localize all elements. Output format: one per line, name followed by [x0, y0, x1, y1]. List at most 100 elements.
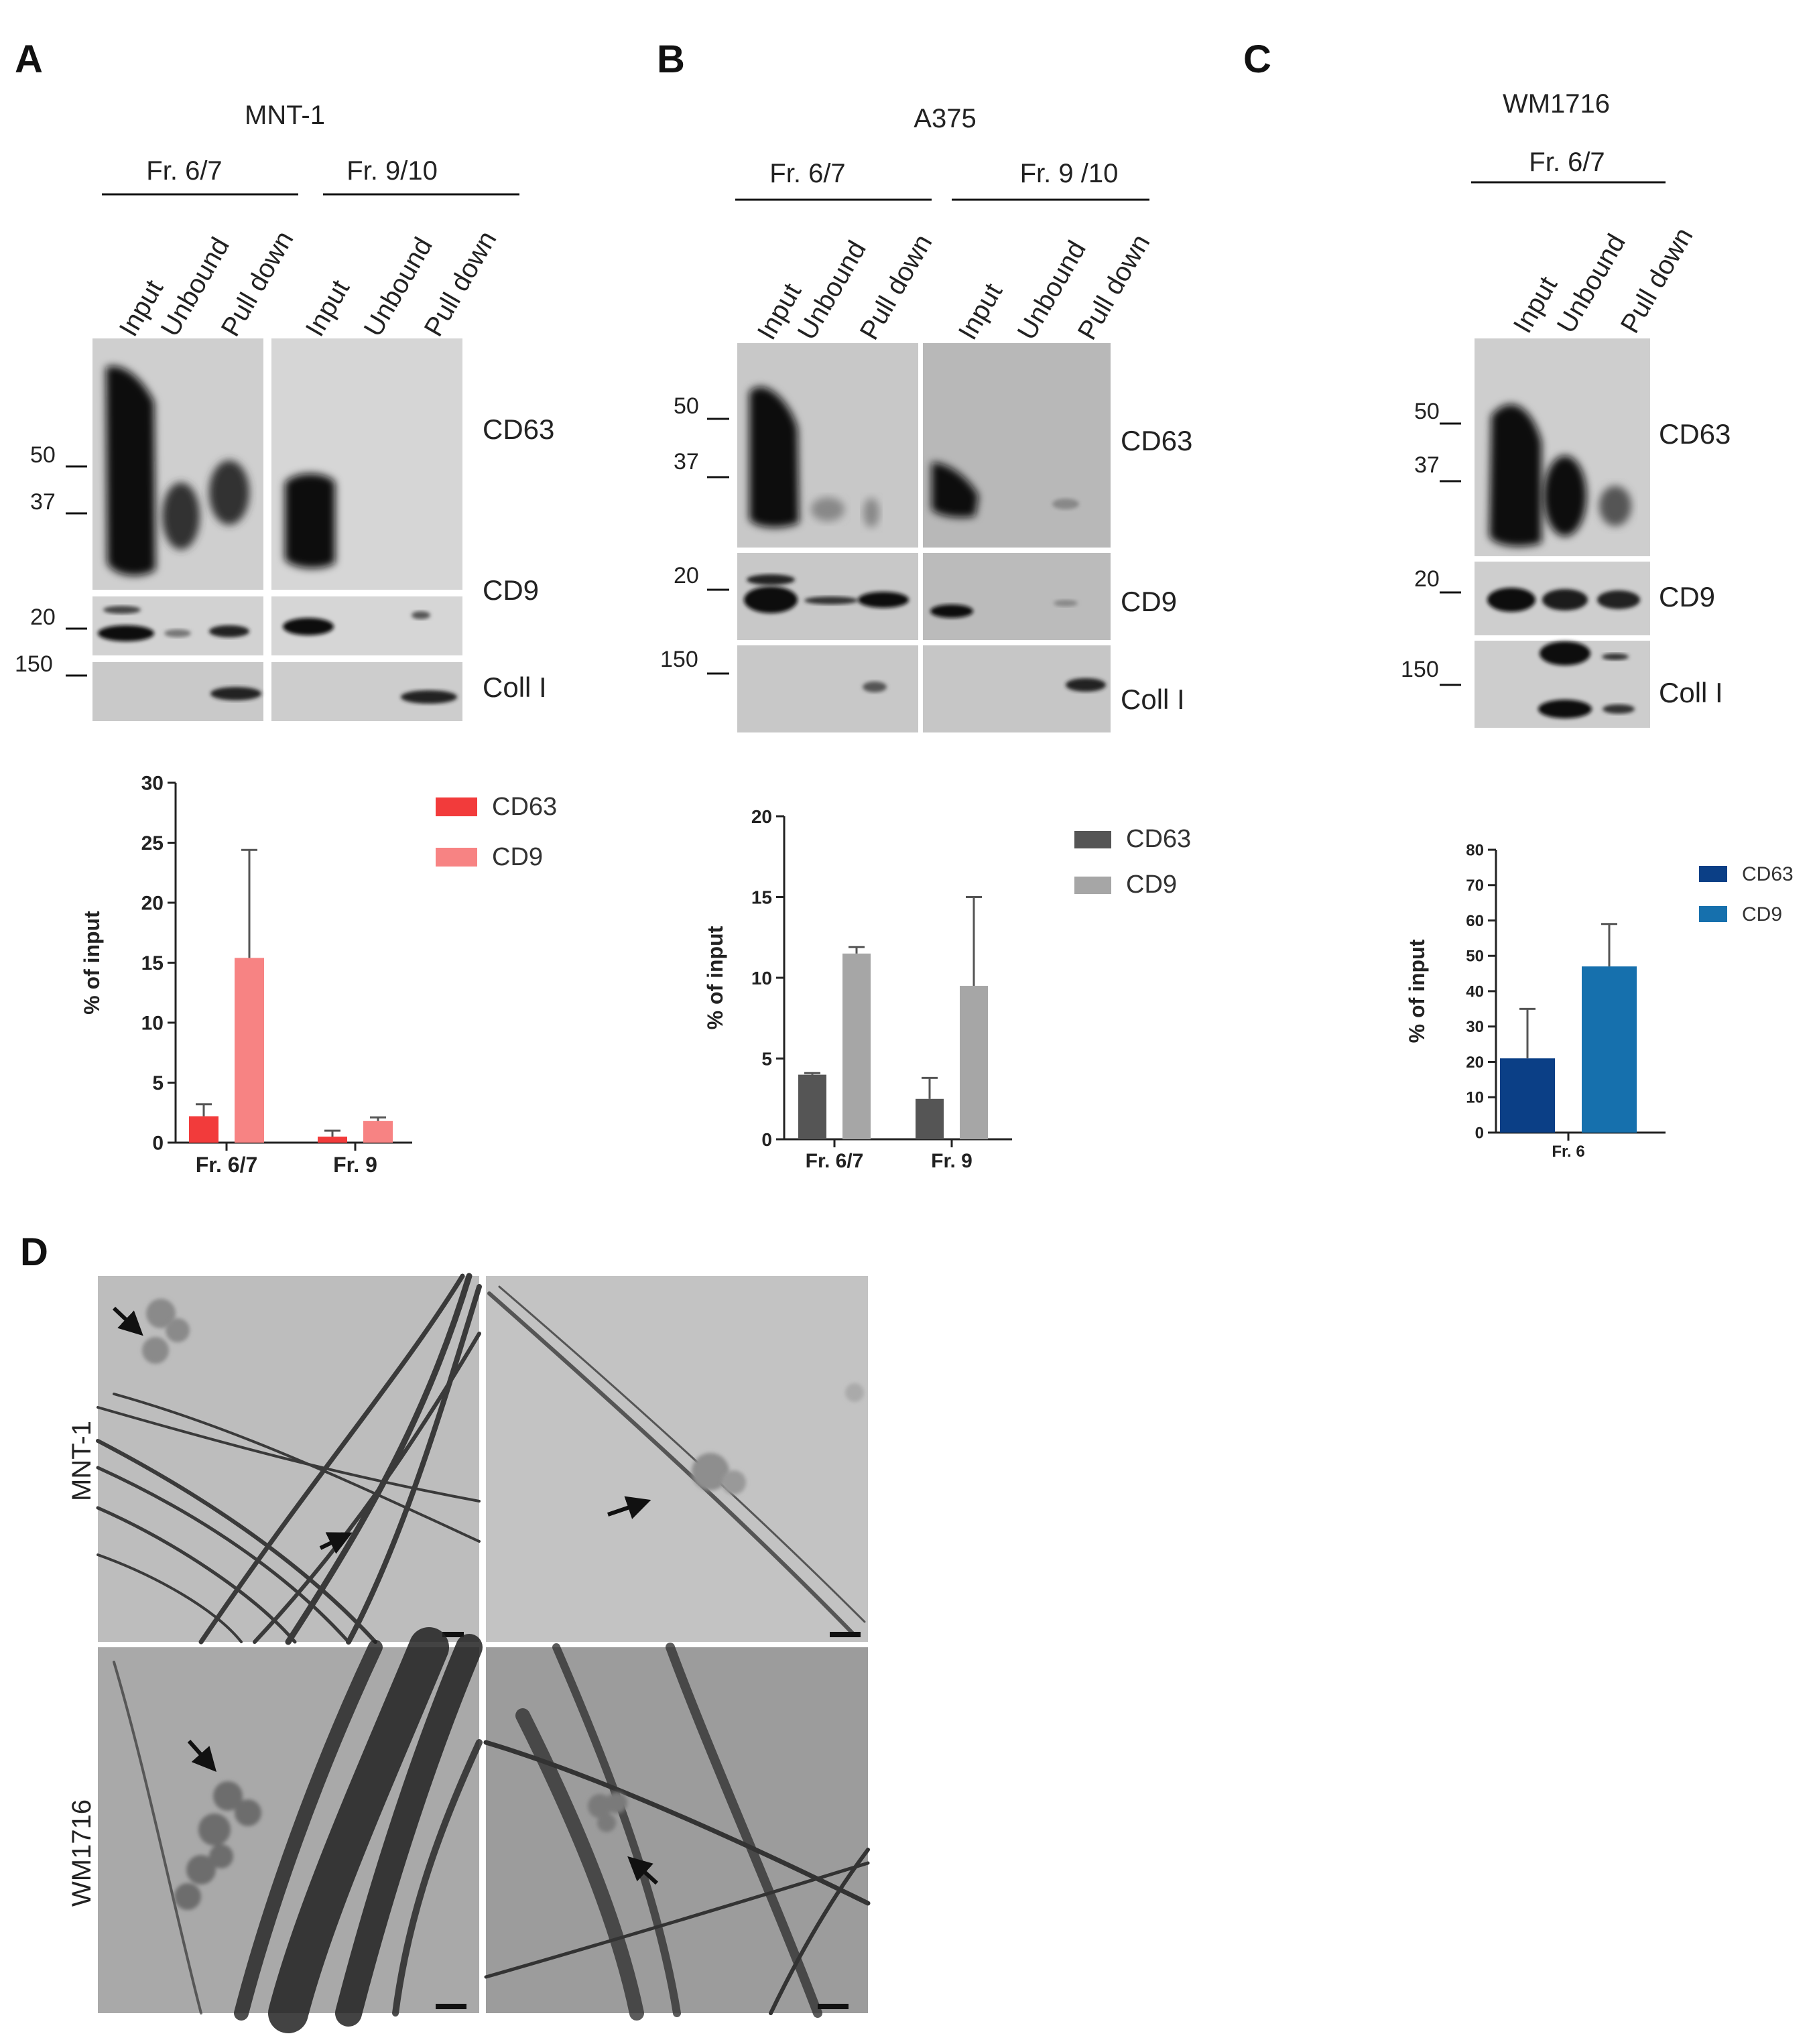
panel-b: B A375 Fr. 6/7 Fr. 9 /10 Input Unbound P… [657, 38, 1192, 732]
panel-b-group-1: Fr. 6/7 [769, 159, 845, 188]
chart-panel-b: 0 5 10 15 20 % of input Fr. 6/7 Fr. 9 CD63 CD9 [703, 806, 1191, 1172]
x-category-label: Fr. 6/7 [806, 1150, 864, 1172]
x-category-label: Fr. 6/7 [196, 1153, 258, 1177]
scale-bar [830, 1632, 861, 1637]
panel-a: A MNT-1 Fr. 6/7 Fr. 9/10 Input Unbound P… [15, 38, 554, 721]
panel-b-protein-cd9: CD9 [1121, 586, 1177, 617]
bar-cd63-0 [798, 1074, 826, 1139]
legend-swatch [1074, 831, 1111, 848]
y-tick-label: 10 [141, 1013, 164, 1035]
panel-c: C WM1716 Fr. 6/7 Input Unbound Pull down… [1243, 38, 1731, 728]
panel-a-mw-20: 20 [30, 604, 56, 630]
panel-c-label: C [1243, 38, 1271, 81]
scale-bar [818, 2004, 849, 2009]
bar-cd9-0 [1582, 966, 1637, 1133]
y-tick-label: 20 [141, 893, 164, 915]
panel-b-mw-50: 50 [674, 393, 699, 419]
y-tick-label: 0 [1475, 1124, 1484, 1142]
y-tick-label: 0 [152, 1133, 164, 1155]
y-tick-label: 5 [152, 1072, 164, 1094]
y-tick-label: 15 [141, 952, 164, 974]
y-axis-title: % of input [703, 925, 727, 1029]
legend-label: CD63 [1126, 825, 1191, 853]
panel-b-lane-input-1: Input [752, 278, 808, 344]
legend-label: CD63 [1742, 863, 1794, 885]
scale-bar [436, 2004, 466, 2009]
panel-c-protein-cd9: CD9 [1659, 581, 1715, 613]
y-tick-label: 0 [761, 1129, 772, 1150]
panel-b-label: B [657, 38, 685, 81]
panel-c-mw-150: 150 [1401, 657, 1439, 682]
panel-d-row-label-mnt1: MNT-1 [67, 1421, 97, 1501]
bar-cd63-0 [1500, 1058, 1555, 1133]
panel-b-blot-cd9 [737, 553, 1111, 640]
y-axis-title: % of input [80, 911, 104, 1015]
panel-c-blot-cd63 [1475, 338, 1650, 556]
panel-b-lane-pulldown-1: Pull down [855, 229, 938, 344]
panel-c-mw-50: 50 [1414, 399, 1440, 424]
bar-cd63-1 [916, 1098, 944, 1139]
bar-cd9-1 [960, 986, 988, 1139]
y-tick-label: 80 [1466, 841, 1484, 859]
panel-a-blot-cd9 [92, 596, 462, 655]
bar-cd63-0 [189, 1116, 218, 1143]
x-category-label: Fr. 6 [1552, 1143, 1584, 1161]
panel-b-lane-input-2: Input [953, 278, 1009, 344]
panel-d-row-label-wm1716: WM1716 [67, 1799, 97, 1907]
panel-c-cell-line: WM1716 [1503, 89, 1610, 119]
panel-a-mw-150: 150 [15, 651, 53, 677]
legend-swatch [436, 848, 477, 867]
legend-label: CD9 [1126, 871, 1177, 899]
legend-swatch [436, 797, 477, 816]
y-tick-label: 15 [751, 887, 772, 907]
y-tick-label: 60 [1466, 912, 1484, 930]
panel-b-group-2: Fr. 9 /10 [1020, 159, 1119, 188]
y-tick-label: 25 [141, 832, 164, 854]
panel-b-protein-coll: Coll I [1121, 684, 1185, 715]
bar-cd63-1 [318, 1137, 347, 1143]
panel-a-label: A [15, 38, 43, 81]
panel-b-protein-cd63: CD63 [1121, 425, 1192, 456]
legend-swatch [1074, 877, 1111, 894]
y-tick-label: 20 [751, 806, 772, 827]
panel-c-protein-coll: Coll I [1659, 677, 1723, 708]
panel-a-lane-input-2: Input [300, 275, 356, 341]
legend-label: CD63 [492, 793, 557, 821]
bar-cd9-0 [842, 953, 871, 1139]
micrograph-mnt1-1 [96, 1273, 482, 1645]
y-tick-label: 30 [141, 773, 164, 795]
x-category-label: Fr. 9 [333, 1153, 377, 1177]
panel-a-mw-50: 50 [30, 442, 56, 468]
panel-d: D MNT-1 WM1716 [20, 1230, 871, 2033]
panel-c-lane-input: Input [1508, 271, 1564, 338]
y-tick-label: 30 [1466, 1018, 1484, 1036]
chart-panel-c: 0 10 20 30 40 50 60 70 80 % of input Fr. 6 CD63 CD9 [1405, 841, 1794, 1161]
panel-a-group-2: Fr. 9/10 [347, 156, 438, 186]
y-tick-label: 70 [1466, 877, 1484, 895]
panel-c-mw-37: 37 [1414, 452, 1440, 478]
panel-a-protein-coll: Coll I [483, 672, 547, 703]
y-tick-label: 10 [1466, 1089, 1484, 1107]
scale-bar [442, 1632, 464, 1637]
micrograph-mnt1-2 [486, 1276, 868, 1642]
y-tick-label: 20 [1466, 1053, 1484, 1072]
panel-c-blot-cd9 [1475, 562, 1650, 635]
panel-a-mw-37: 37 [30, 489, 56, 515]
panel-a-protein-cd63: CD63 [483, 413, 554, 445]
panel-b-mw-20: 20 [674, 563, 699, 588]
x-category-label: Fr. 9 [931, 1150, 973, 1172]
panel-b-mw-150: 150 [660, 647, 698, 672]
chart-panel-a: 0 5 10 15 20 25 30 % of input Fr. 6/7 Fr. 9 CD63 CD… [80, 773, 557, 1177]
y-tick-label: 50 [1466, 948, 1484, 966]
panel-a-cell-line: MNT-1 [245, 101, 325, 130]
panel-a-group-1: Fr. 6/7 [146, 156, 222, 186]
legend-swatch [1699, 866, 1727, 882]
panel-a-protein-cd9: CD9 [483, 574, 539, 606]
panel-b-cell-line: A375 [914, 104, 976, 133]
y-tick-label: 5 [761, 1048, 772, 1069]
panel-a-blot-cd63 [92, 338, 462, 590]
y-axis-title: % of input [1405, 939, 1429, 1043]
panel-a-blot-coll [92, 662, 462, 721]
panel-c-mw-20: 20 [1414, 566, 1440, 592]
